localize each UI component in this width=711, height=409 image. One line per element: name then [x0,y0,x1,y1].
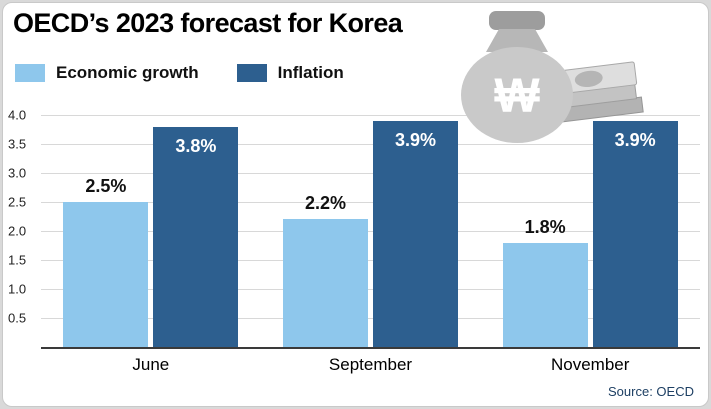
x-axis: June September November [41,355,700,375]
legend-label-economic-growth: Economic growth [56,63,199,82]
y-axis-tick-label: 1.5 [8,252,27,268]
legend-swatch-economic-growth [15,64,45,82]
gridline [41,202,700,203]
y-axis-tick-label: 3.5 [8,136,27,152]
bar-value-label: 3.9% [394,129,437,150]
y-axis-tick-label: 3.0 [8,165,27,181]
gridline [41,144,700,145]
plot-area: 2.5% 3.8% 2.2% 3.9% 1.8% 3.9% [41,115,700,349]
bar-value-label: 2.2% [304,193,347,214]
bar-value-label: 1.8% [524,216,566,237]
bar-value-label: 3.8% [175,135,217,156]
x-axis-label-june: June [132,355,170,374]
bar-group-june: 2.5% 3.8% [41,115,261,347]
bar-row: 2.5% 3.8% 2.2% 3.9% 1.8% 3.9% [41,115,700,347]
bar-value-label: 2.5% [85,176,127,196]
gridline [41,318,700,319]
y-axis: 4.0 3.5 3.0 2.5 2.0 1.5 1.0 0.5 [8,108,38,347]
legend: Economic growth Inflation [15,63,344,83]
bar-inflation-november: 3.9% [592,120,678,347]
gridline [41,289,700,290]
bar-group-november: 1.8% 3.9% [480,115,700,347]
x-axis-label-september: September [328,355,413,374]
y-axis-tick-label: 2.5 [8,194,27,210]
y-axis-tick-label: 2.0 [8,223,27,239]
legend-item-inflation: Inflation [236,63,344,83]
bar-inflation-june: 3.8% [153,126,239,347]
bar-economic-growth-september: 2.2% [283,193,368,347]
legend-swatch-inflation [236,64,267,82]
page-title: OECD’s 2023 forecast for Korea [13,8,403,38]
gridline [41,173,700,174]
bar-group-september: 2.2% 3.9% [261,115,481,347]
bar-value-label: 3.9% [614,129,656,150]
y-axis-tick-label: 1.0 [8,281,27,297]
source-credit: Source: OECD [608,384,694,399]
gridline [41,115,700,116]
gridline [41,260,700,261]
bar-economic-growth-june: 2.5% [63,176,149,347]
legend-label-inflation: Inflation [277,63,344,82]
gridline [41,231,700,232]
y-axis-tick-label: 0.5 [8,310,27,326]
bar-economic-growth-november: 1.8% [502,217,588,347]
bar-inflation-september: 3.9% [373,120,458,347]
legend-item-economic-growth: Economic growth [15,63,199,83]
y-axis-tick-label: 4.0 [8,107,27,123]
x-axis-label-november: November [550,355,630,374]
